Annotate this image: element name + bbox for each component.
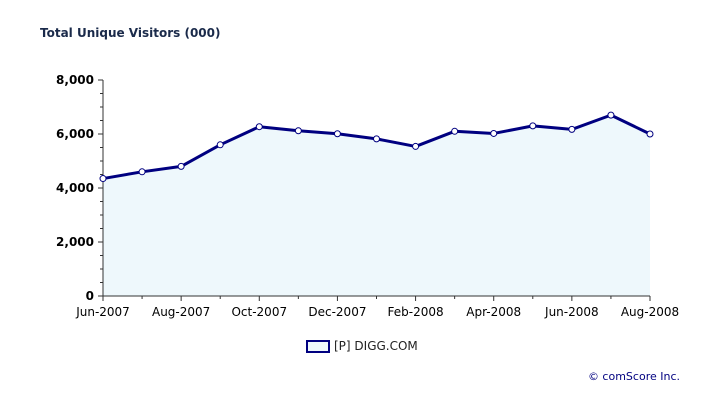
data-point (373, 135, 380, 143)
data-point (451, 127, 459, 135)
data-point (529, 122, 537, 130)
y-tick-label: 0 (86, 289, 94, 303)
x-tick-label: Dec-2007 (308, 305, 366, 319)
y-tick-label: 4,000 (56, 181, 94, 195)
data-point (138, 168, 146, 176)
legend-label: [P] DIGG.COM (334, 339, 418, 353)
y-tick-label: 2,000 (56, 235, 94, 249)
y-axis: 0 2,000 4,000 6,000 8,000 (56, 73, 104, 303)
x-tick-label: Apr-2008 (466, 305, 521, 319)
data-point (216, 141, 224, 149)
y-tick-label: 8,000 (56, 73, 94, 87)
data-point (412, 142, 420, 150)
legend-swatch (306, 339, 330, 353)
legend: [P] DIGG.COM (306, 339, 418, 353)
x-tick-label: Aug-2007 (152, 305, 210, 319)
x-tick-label: Oct-2007 (231, 305, 287, 319)
x-axis: Jun-2007 Aug-2007 Oct-2007 Dec-2007 Feb-2008… (75, 295, 679, 319)
x-tick-label: Jun-2008 (544, 305, 599, 319)
chart-title: Total Unique Visitors (000) (40, 26, 221, 40)
data-point (177, 162, 185, 170)
data-point (294, 127, 302, 135)
x-tick-label: Aug-2008 (621, 305, 679, 319)
area-fill (103, 115, 650, 296)
x-tick-label: Jun-2007 (75, 305, 130, 319)
data-point (255, 123, 263, 131)
data-point (490, 129, 498, 137)
data-point (568, 125, 576, 133)
x-tick-label: Feb-2008 (388, 305, 444, 319)
data-point (646, 130, 654, 138)
data-points (99, 111, 654, 183)
y-tick-label: 6,000 (56, 127, 94, 141)
data-point (607, 111, 615, 119)
data-point (99, 175, 107, 183)
copyright-credit: © comScore Inc. (587, 370, 680, 383)
data-point (333, 130, 341, 138)
